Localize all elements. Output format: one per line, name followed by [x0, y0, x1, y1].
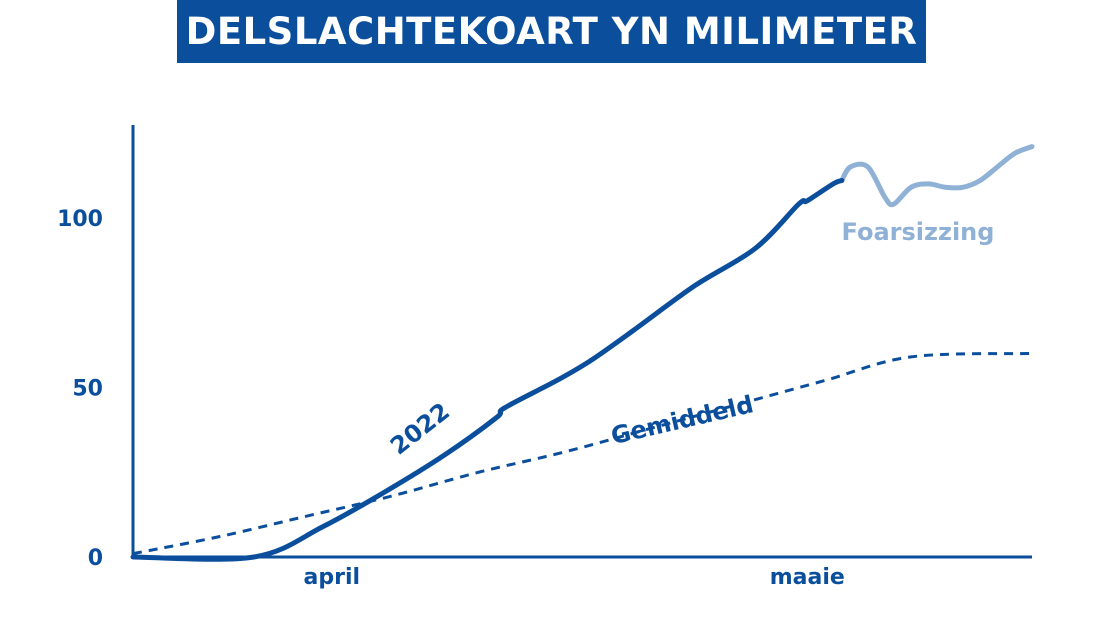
- y-tick-label: 50: [72, 376, 103, 401]
- x-tick-label: maaie: [770, 565, 845, 590]
- title-banner: DELSLACHTEKOART YN MILIMETER: [177, 0, 926, 63]
- series-line-foarsizzing: [839, 144, 1035, 208]
- x-tick-label: april: [304, 565, 361, 590]
- series-line-2022: [130, 178, 845, 562]
- series-line-gemiddeld: [132, 352, 1033, 556]
- chart-title: DELSLACHTEKOART YN MILIMETER: [185, 10, 918, 53]
- series-label-foarsizzing: Foarsizzing: [842, 218, 995, 246]
- y-tick-label: 100: [57, 207, 103, 232]
- series-label-2022: 2022: [385, 397, 455, 460]
- series-label-gemiddeld: Gemiddeld: [608, 390, 756, 450]
- y-tick-label: 0: [88, 546, 103, 571]
